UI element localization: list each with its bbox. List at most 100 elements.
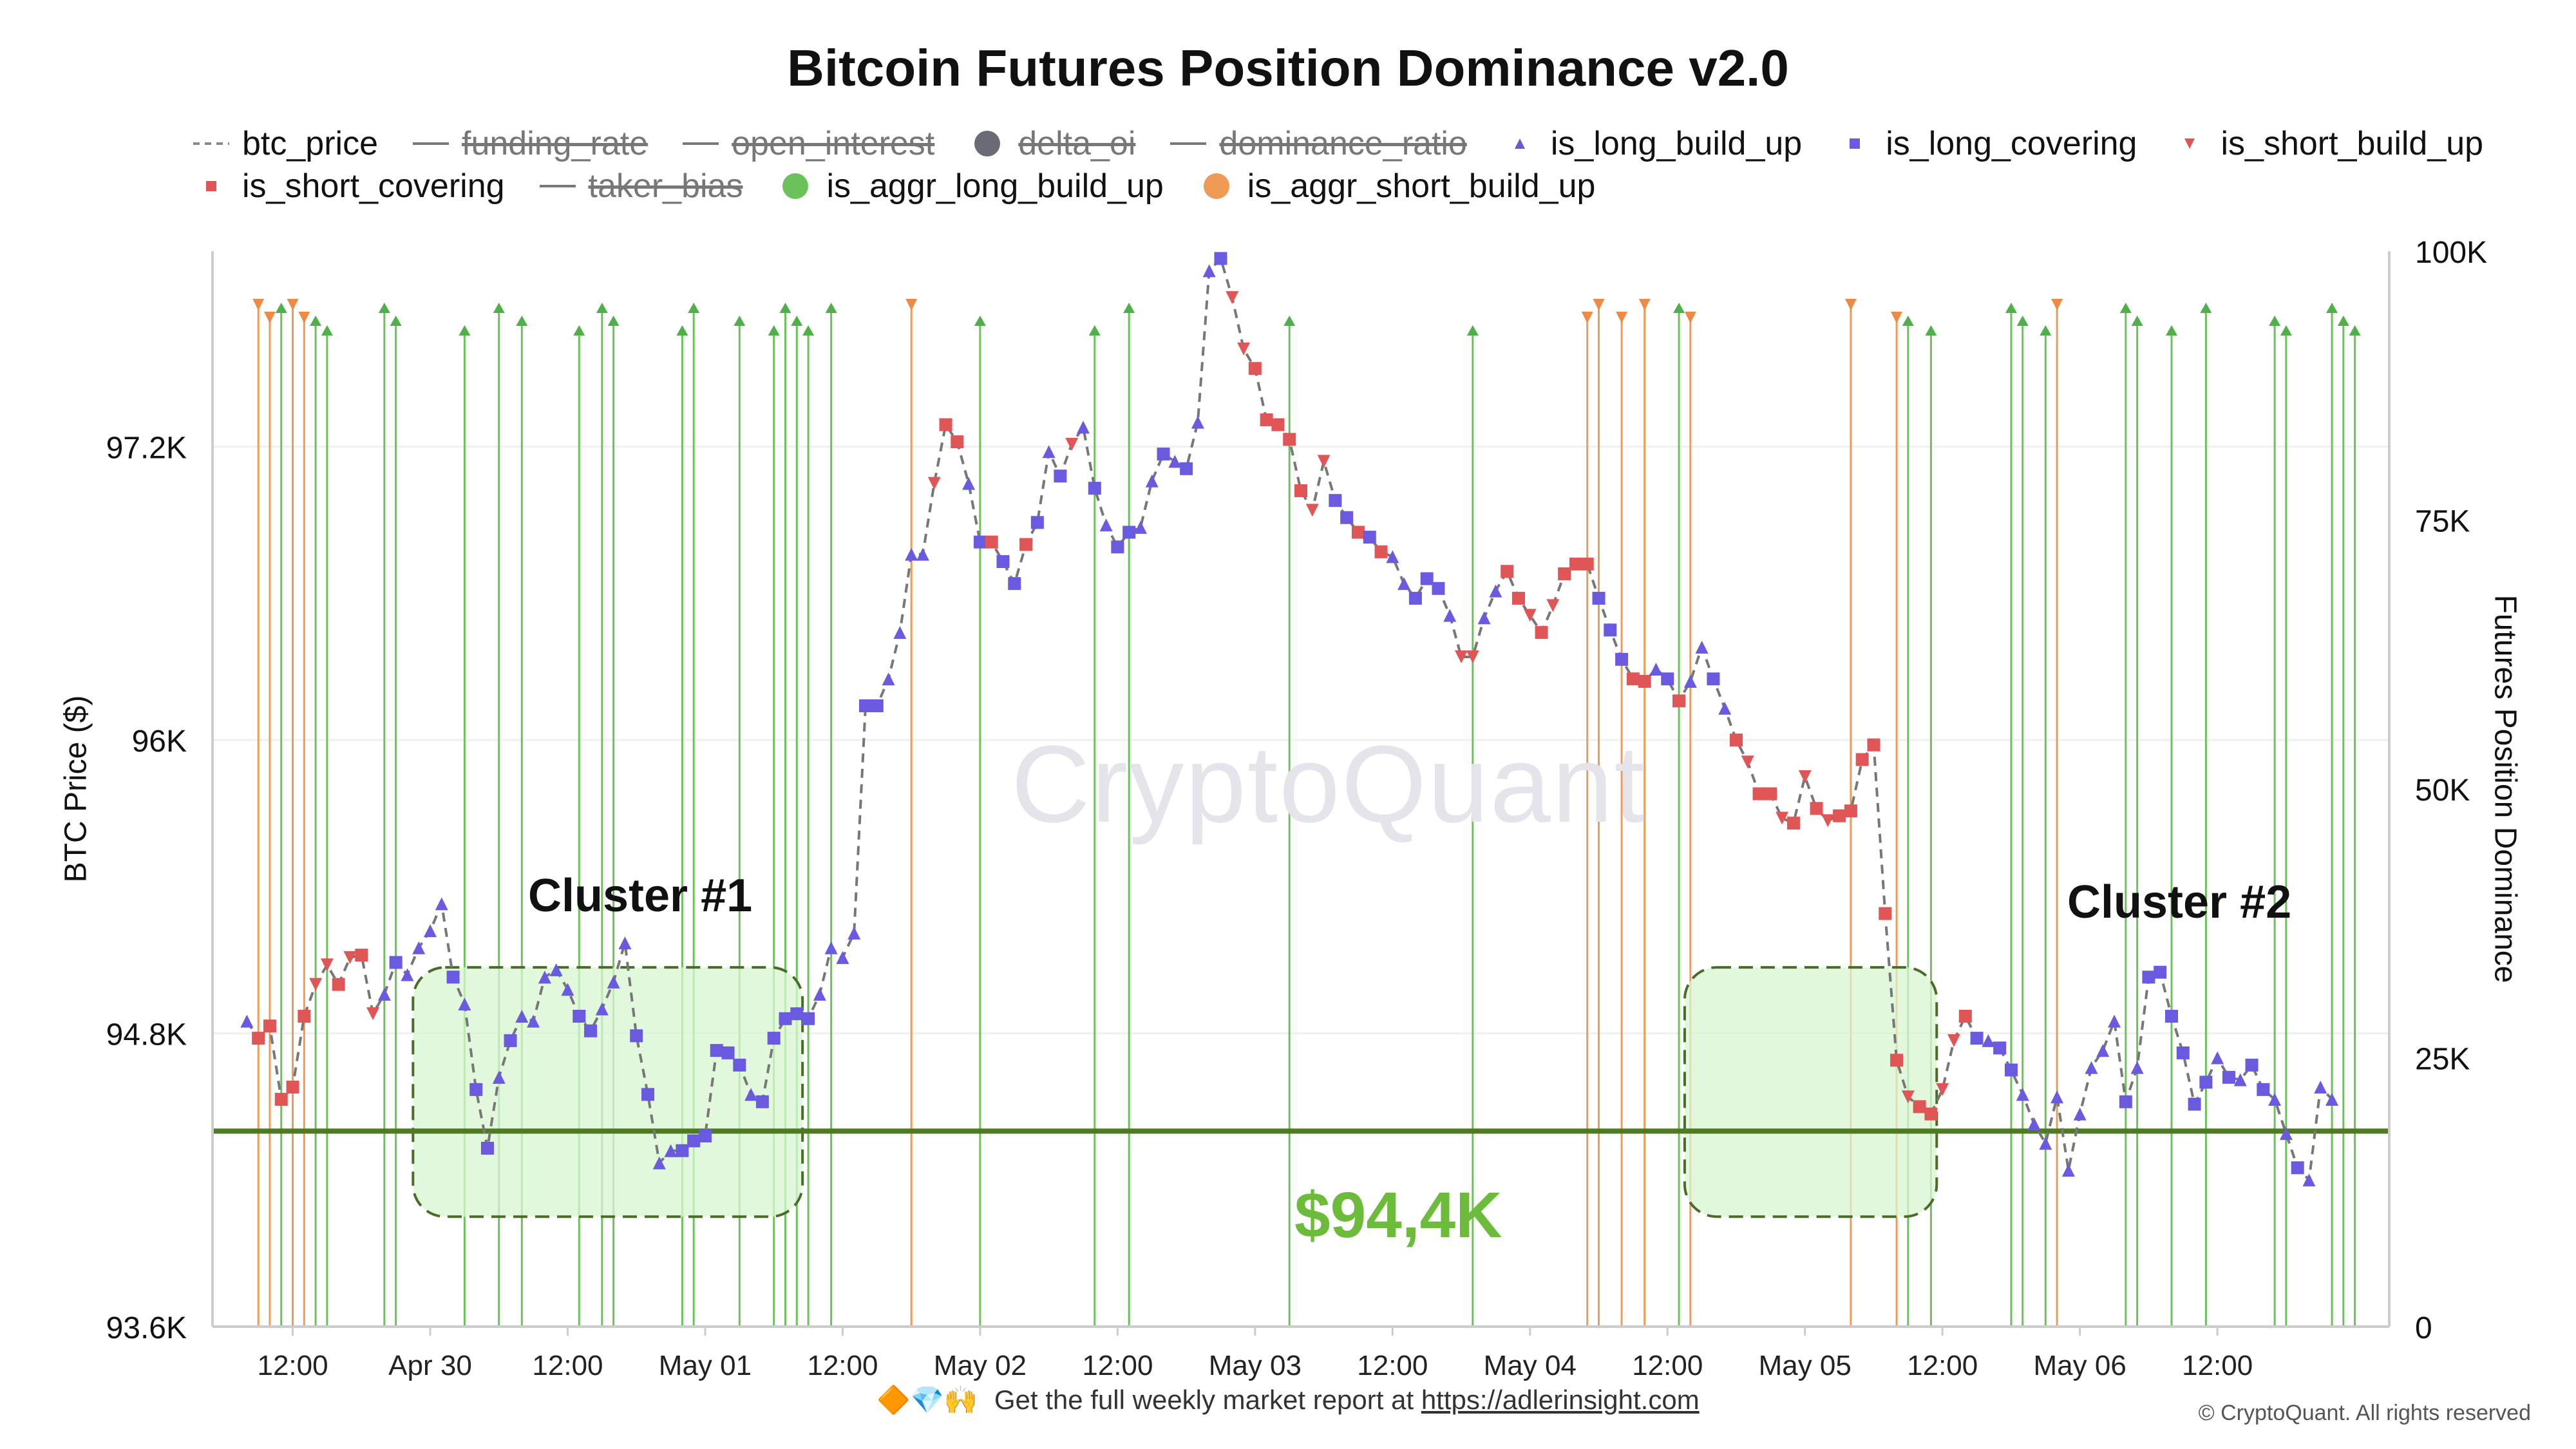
legend-item-is-aggr-long-build-up[interactable]: is_aggr_long_build_up (777, 167, 1164, 205)
long-covering-marker (676, 1144, 689, 1157)
short-build-up-marker (1466, 650, 1479, 664)
long-build-up-marker (2027, 1117, 2041, 1130)
x-tick-label: May 02 (934, 1350, 1027, 1381)
legend-item-is-aggr-short-build-up[interactable]: is_aggr_short_build_up (1198, 167, 1596, 205)
legend: btc_price funding_rate open_interest delta_… (193, 122, 2483, 207)
long-build-up-marker (664, 1144, 677, 1157)
aggr-short-signal-marker (298, 312, 310, 323)
legend-label: open_interest (732, 125, 935, 162)
long-covering-marker (1707, 672, 1720, 686)
x-tick-label: 12:00 (1632, 1350, 1703, 1381)
aggr-long-signal-marker (791, 316, 803, 326)
long-build-up-marker (2130, 1061, 2144, 1074)
short-covering-marker (1924, 1107, 1938, 1121)
legend-item-is-long-covering[interactable]: is_long_covering (1837, 124, 2137, 163)
x-tick-label: 12:00 (807, 1350, 878, 1381)
x-tick-label: 12:00 (2182, 1350, 2253, 1381)
long-build-up-marker (1695, 640, 1709, 654)
long-covering-marker (573, 1009, 586, 1023)
legend-item-taker-bias[interactable]: taker_bias (539, 167, 743, 205)
aggr-short-signal-marker (1891, 312, 1903, 323)
aggr-long-signal-marker (2280, 325, 2292, 336)
x-tick-label: 12:00 (532, 1350, 603, 1381)
long-build-up-marker (618, 936, 632, 950)
long-covering-marker (2257, 1083, 2270, 1096)
long-covering-marker (1329, 494, 1342, 507)
short-covering-marker (1374, 545, 1388, 558)
long-covering-marker (641, 1088, 654, 1101)
footer-emojis: 🔶💎🙌 (876, 1385, 978, 1415)
legend-row: btc_price funding_rate open_interest delta_… (193, 122, 2483, 165)
long-covering-marker (1993, 1041, 2007, 1055)
aggr-long-signal-marker (734, 316, 746, 326)
chart-title: Bitcoin Futures Position Dominance v2.0 (787, 39, 1789, 97)
legend-label: is_aggr_short_build_up (1247, 167, 1596, 205)
long-covering-marker (584, 1024, 598, 1037)
short-covering-marker (1867, 738, 1880, 752)
long-covering-marker (687, 1134, 701, 1148)
legend-item-btc-price[interactable]: btc_price (193, 124, 378, 163)
x-tick-label: May 05 (1759, 1350, 1852, 1381)
short-covering-marker (1890, 1054, 1904, 1067)
long-covering-marker (790, 1007, 804, 1021)
long-build-up-marker (538, 971, 551, 984)
legend-item-funding-rate[interactable]: funding_rate (413, 124, 648, 163)
short-covering-marker (1786, 817, 1800, 830)
long-covering-marker (1214, 252, 1227, 265)
long-covering-marker (755, 1095, 769, 1108)
long-covering-marker (1180, 462, 1193, 475)
long-build-up-marker (527, 1014, 540, 1028)
legend-symbol-line-icon (683, 142, 719, 145)
legend-label: is_short_build_up (2221, 125, 2484, 162)
short-covering-marker (1569, 557, 1582, 571)
x-tick-label: 12:00 (1357, 1350, 1428, 1381)
long-build-up-marker (412, 941, 426, 954)
short-covering-marker (1855, 753, 1869, 766)
long-build-up-marker (2050, 1090, 2064, 1104)
legend-item-is-long-build-up[interactable]: is_long_build_up (1502, 124, 1802, 163)
aggr-long-signal-marker (2040, 325, 2052, 336)
short-covering-marker (1501, 565, 1514, 578)
short-build-up-marker (1798, 770, 1812, 784)
short-covering-marker (1626, 672, 1640, 686)
long-build-up-marker (2039, 1137, 2052, 1150)
short-covering-marker (1730, 734, 1743, 747)
legend-item-is-short-build-up[interactable]: is_short_build_up (2172, 124, 2483, 163)
long-covering-marker (859, 699, 872, 712)
aggr-long-signal-marker (1673, 303, 1685, 313)
long-build-up-marker (515, 1009, 529, 1023)
aggr-long-signal-marker (825, 303, 837, 313)
long-covering-marker (698, 1129, 712, 1142)
legend-label: is_long_build_up (1550, 125, 1803, 162)
long-build-up-marker (2061, 1164, 2075, 1177)
long-covering-marker (2176, 1046, 2190, 1059)
long-covering-marker (2119, 1095, 2132, 1108)
legend-symbol-square-icon (206, 181, 216, 191)
long-covering-marker (1122, 526, 1136, 539)
long-build-up-marker (2073, 1107, 2087, 1121)
aggr-short-signal-marker (1684, 312, 1696, 323)
long-build-up-marker (2302, 1173, 2316, 1187)
x-tick-label: May 06 (2034, 1350, 2126, 1381)
long-build-up-marker (2096, 1044, 2110, 1057)
aggr-long-signal-marker (1925, 325, 1937, 336)
legend-item-delta-oi[interactable]: delta_oi (969, 124, 1135, 163)
legend-label: dominance_ratio (1219, 125, 1467, 162)
legend-item-is-short-covering[interactable]: is_short_covering (193, 167, 505, 205)
long-build-up-marker (1133, 520, 1147, 534)
x-tick-label: May 01 (659, 1350, 752, 1381)
long-covering-marker (1088, 482, 1101, 495)
aggr-short-signal-marker (1616, 312, 1628, 323)
legend-label: delta_oi (1018, 125, 1136, 162)
long-covering-marker (1054, 469, 1067, 483)
long-build-up-marker (962, 477, 976, 490)
legend-item-dominance-ratio[interactable]: dominance_ratio (1170, 124, 1467, 163)
footer-link[interactable]: https://adlerinsight.com (1421, 1385, 1700, 1415)
legend-label: is_long_covering (1886, 125, 2137, 162)
legend-item-open-interest[interactable]: open_interest (683, 124, 934, 163)
short-covering-marker (985, 535, 998, 549)
short-build-up-marker (1776, 811, 1789, 825)
long-covering-marker (779, 1012, 792, 1025)
long-build-up-marker (2314, 1081, 2327, 1094)
short-covering-marker (1844, 804, 1857, 818)
